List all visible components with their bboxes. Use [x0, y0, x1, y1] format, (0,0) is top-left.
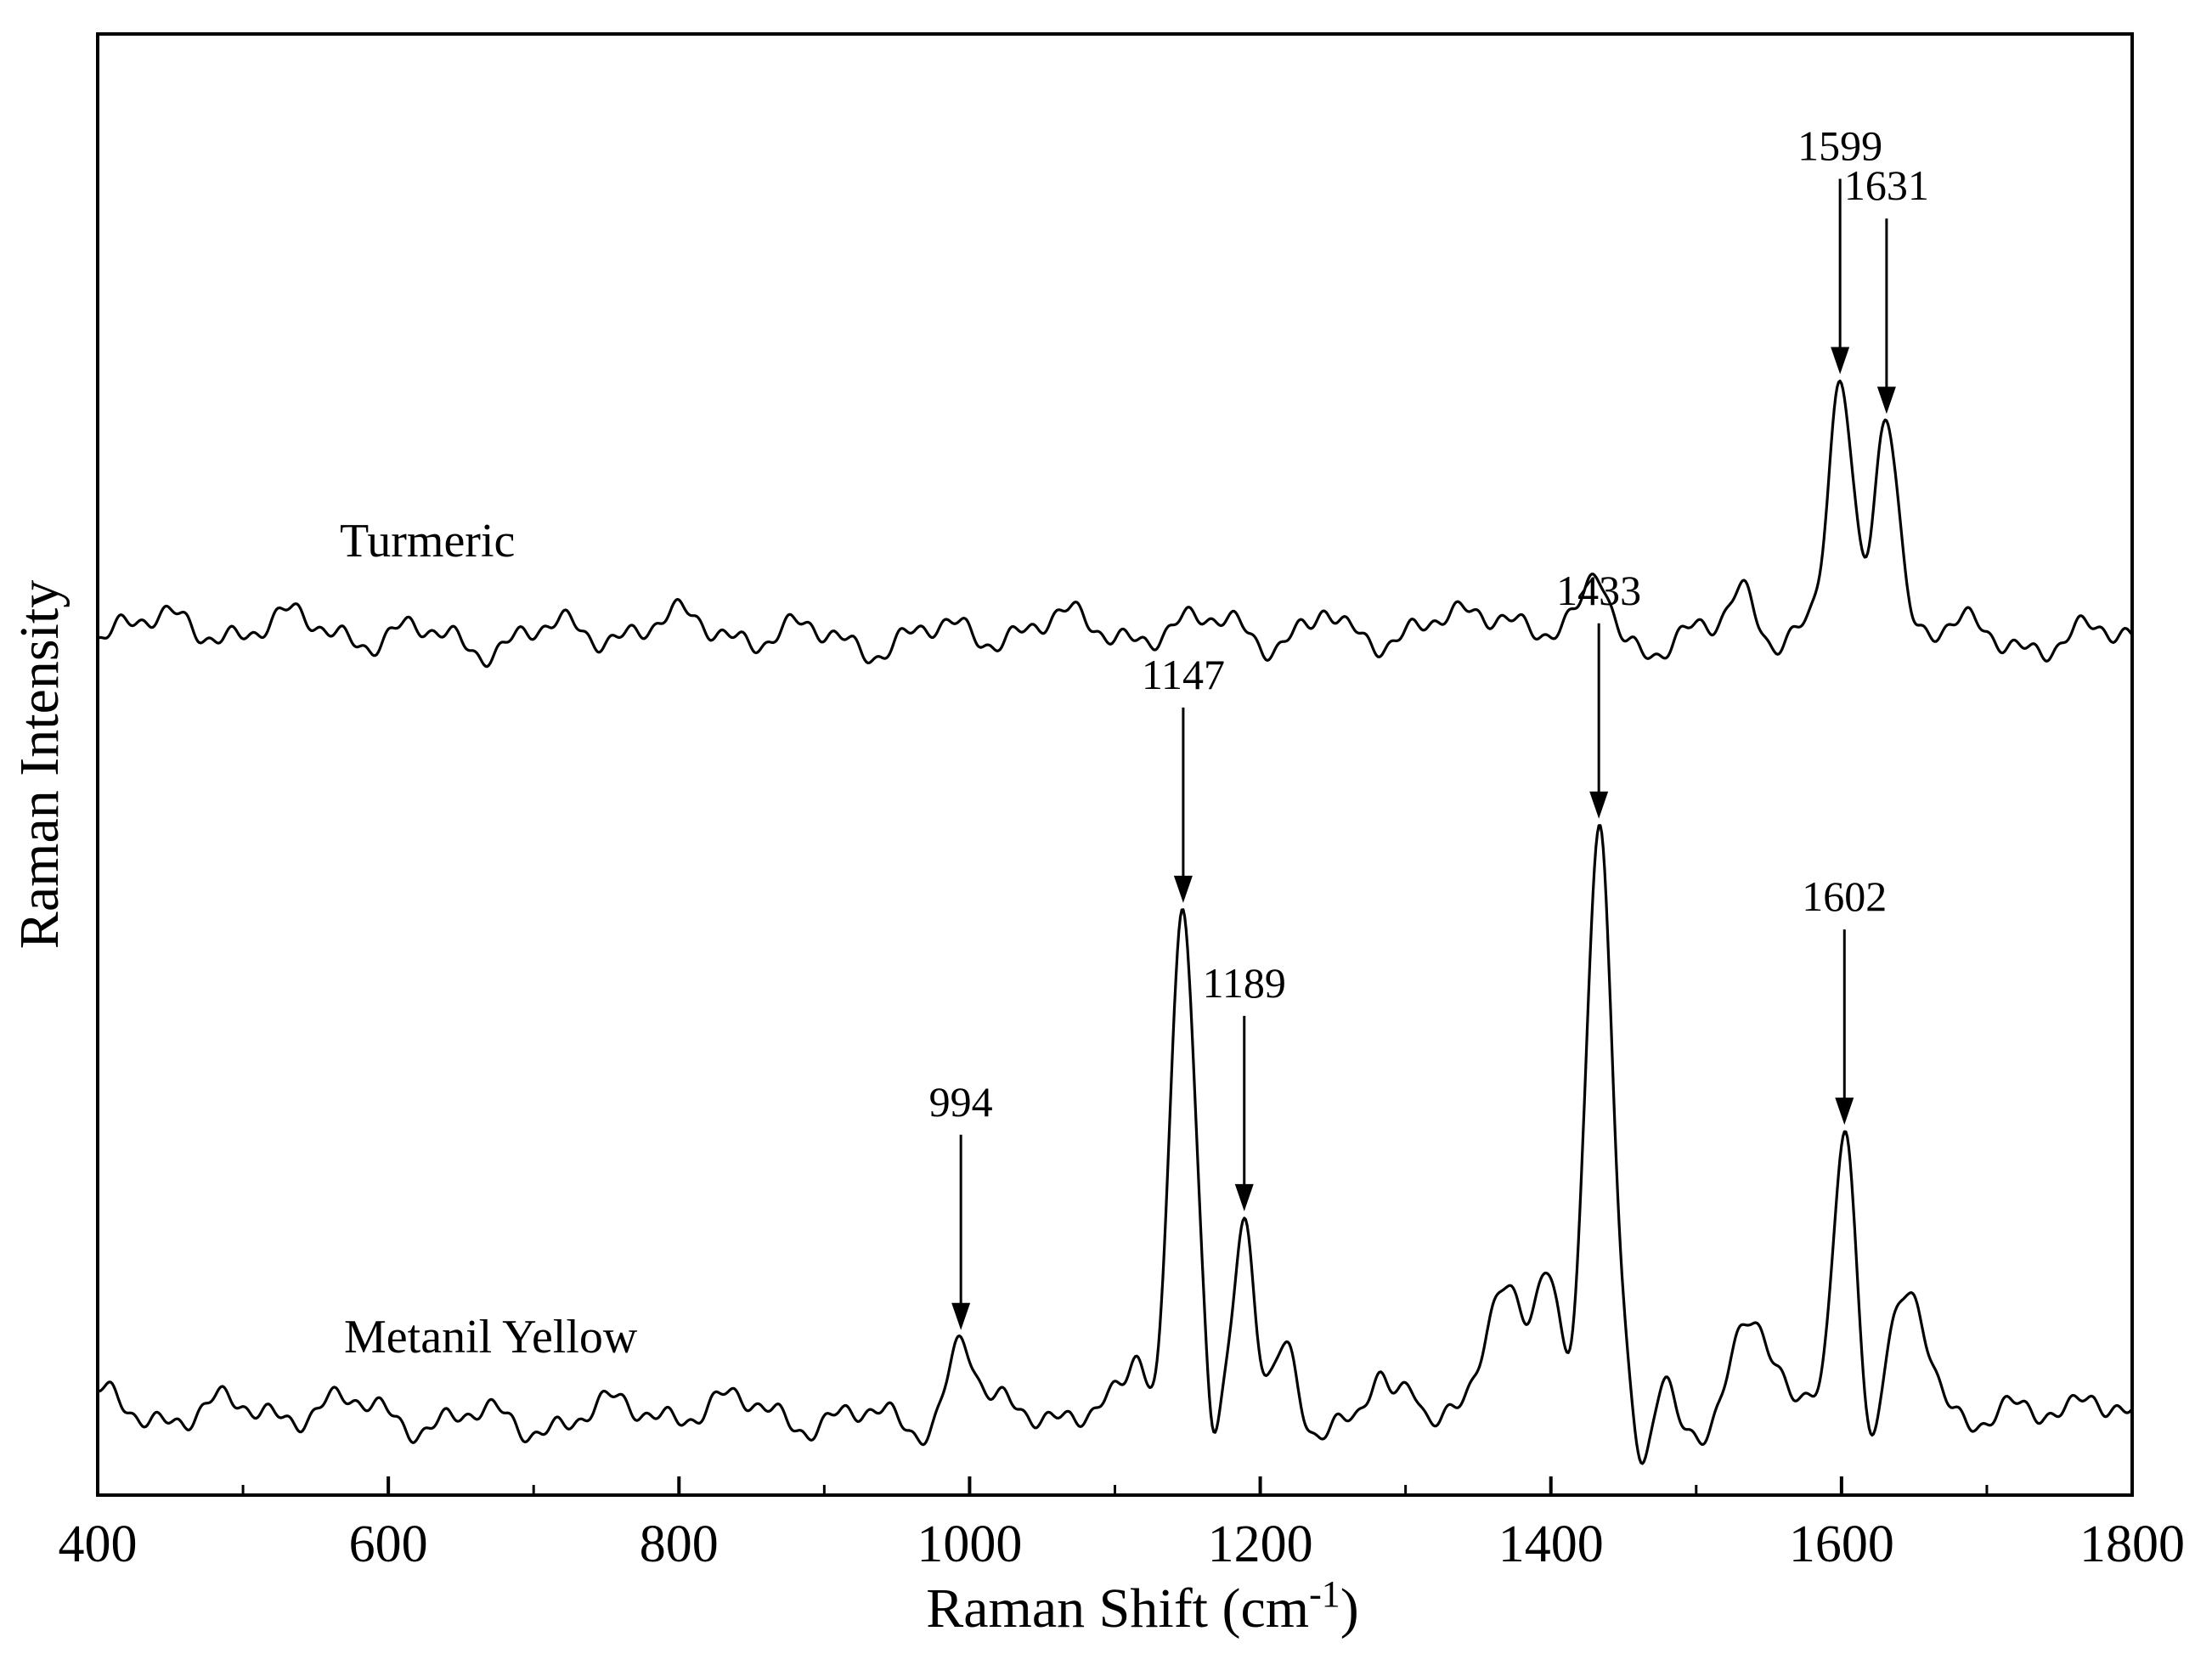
x-axis-title-close: ) — [1340, 1578, 1359, 1640]
x-tick-label: 1400 — [1498, 1515, 1604, 1573]
peak-label: 1631 — [1844, 161, 1929, 209]
x-axis-title-superscript: -1 — [1309, 1573, 1340, 1615]
turmeric-spectrum-line — [97, 379, 2134, 669]
x-tick-label: 1200 — [1208, 1515, 1313, 1573]
x-tick-label: 1600 — [1789, 1515, 1894, 1573]
peak-arrow-head — [1234, 1183, 1254, 1211]
x-tick-label: 800 — [640, 1515, 719, 1573]
peak-arrow-head — [951, 1302, 971, 1330]
metanil-yellow-spectrum-line — [97, 824, 2134, 1465]
y-axis-title: Raman Intensity — [8, 580, 71, 949]
plot-frame — [96, 32, 2134, 1497]
x-axis-title: Raman Shift (cm-1) — [926, 1573, 1359, 1640]
peak-arrow-head — [1835, 1098, 1854, 1126]
peak-arrow-head — [1876, 387, 1896, 415]
x-axis-ticks: 400 600 800 1000 1200 1400 1600 1800 — [59, 1476, 2185, 1573]
peak-arrow-head — [1589, 791, 1609, 819]
peak-arrow-head — [1831, 347, 1850, 375]
peak-label: 1433 — [1556, 567, 1641, 614]
x-tick-label: 1000 — [917, 1515, 1022, 1573]
spectrum-traces — [97, 379, 2134, 1465]
peak-label: 1189 — [1203, 959, 1286, 1007]
x-tick-label: 1800 — [2079, 1515, 2185, 1573]
peak-arrow-head — [1173, 875, 1193, 903]
peak-label: 994 — [929, 1078, 993, 1126]
peak-label: 1599 — [1797, 122, 1882, 170]
metanil-yellow-trace-label: Metanil Yellow — [344, 1311, 638, 1363]
peak-label: 1147 — [1142, 651, 1225, 698]
turmeric-trace-label: Turmeric — [340, 515, 515, 567]
x-axis-title-main: Raman Shift (cm — [926, 1578, 1309, 1640]
x-tick-label: 400 — [59, 1515, 138, 1573]
peak-label: 1602 — [1802, 872, 1887, 920]
x-tick-label: 600 — [349, 1515, 428, 1573]
